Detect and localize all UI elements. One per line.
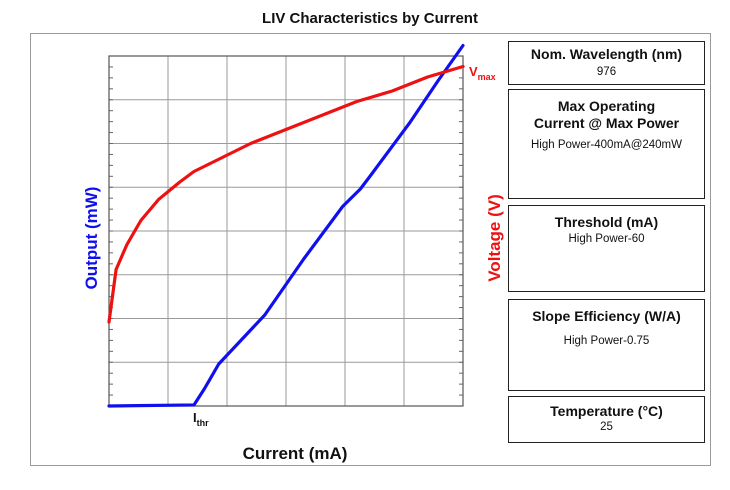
x-axis-label: Current (mA) [243, 444, 348, 463]
vmax-annotation-main: V [469, 64, 478, 79]
vmax-annotation-sub: max [478, 72, 496, 82]
output-power-line [107, 43, 465, 408]
plot-area-border [108, 55, 464, 407]
chart-frame [30, 33, 711, 466]
temperature-panel-title: Temperature (°C) [550, 403, 663, 419]
threshold-annotation: Ithr [193, 410, 209, 428]
threshold-panel-value: High Power-60 [568, 233, 645, 245]
slope-efficiency-panel-value: High Power-0.75 [563, 335, 650, 347]
slope-efficiency-panel-title: Slope Efficiency (W/A) [532, 308, 681, 324]
temperature-panel-value: 25 [600, 421, 613, 433]
threshold-annotation-main: I [193, 410, 197, 425]
y-axis-label-right: Voltage (V) [485, 194, 504, 282]
temperature-panel: Temperature (°C) 25 [508, 396, 705, 443]
wavelength-panel-value: 976 [596, 66, 617, 78]
max-current-panel-title: Max Operating Current @ Max Power [533, 98, 680, 131]
chart-title: LIV Characteristics by Current [262, 10, 478, 27]
voltage-line [107, 64, 465, 324]
threshold-panel-title: Threshold (mA) [554, 214, 659, 230]
y-axis-label-left: Output (mW) [82, 187, 101, 290]
threshold-annotation-sub: thr [197, 418, 209, 428]
wavelength-panel-title: Nom. Wavelength (nm) [530, 46, 683, 62]
slope-efficiency-panel: Slope Efficiency (W/A) High Power-0.75 [508, 299, 705, 391]
wavelength-panel: Nom. Wavelength (nm) 976 [508, 41, 705, 85]
max-current-panel-value: High Power-400mA@240mW [530, 139, 682, 151]
max-current-panel: Max Operating Current @ Max Power High P… [508, 89, 705, 199]
threshold-panel: Threshold (mA) High Power-60 [508, 205, 705, 292]
series-lines [107, 43, 465, 408]
vmax-annotation: Vmax [469, 64, 496, 82]
grid-lines [108, 55, 464, 407]
